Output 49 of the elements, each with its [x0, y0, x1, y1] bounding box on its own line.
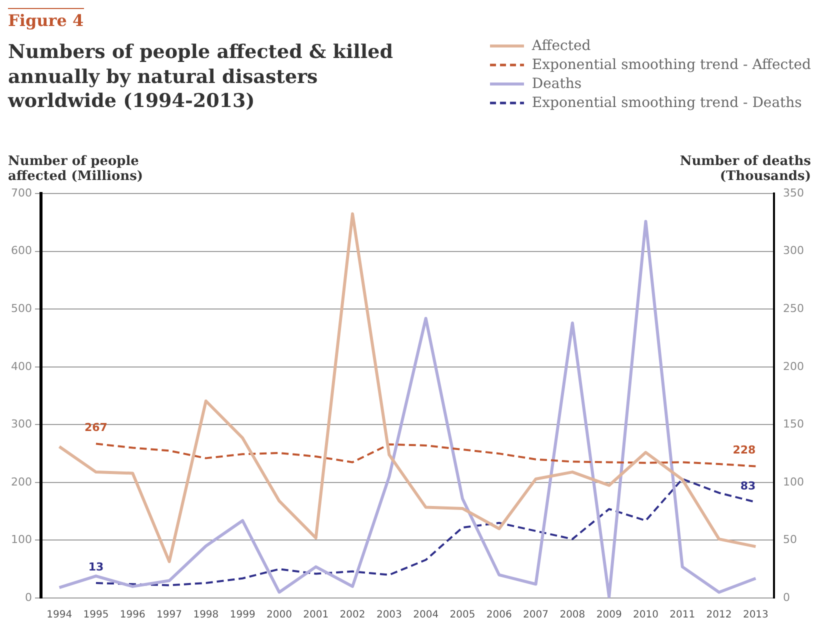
x-tick-label: 1997	[156, 610, 182, 621]
legend-label: Exponential smoothing trend - Deaths	[532, 95, 802, 111]
legend-label: Affected	[532, 38, 591, 54]
x-tick-label: 2000	[266, 610, 292, 621]
x-tick-label: 2002	[340, 610, 366, 621]
x-tick-label: 2001	[303, 610, 329, 621]
x-tick-label: 2005	[450, 610, 476, 621]
x-tick-label: 2009	[596, 610, 622, 621]
y-tick-label: 700	[10, 186, 32, 200]
y-tick-label: 500	[10, 302, 32, 316]
y2-tick-label: 300	[783, 244, 804, 258]
data-label: 13	[88, 560, 104, 574]
y2-tick-label: 0	[783, 590, 790, 604]
data-label: 228	[732, 444, 756, 457]
line-series	[94, 442, 757, 468]
y2-tick-label: 250	[783, 302, 804, 316]
data-label: 267	[84, 421, 108, 434]
x-tick-label: 1996	[120, 610, 146, 621]
x-tick-label: 2010	[633, 610, 658, 621]
y2-tick-label: 350	[783, 186, 804, 200]
y2-axis-title: Number of deaths (Thousands)	[678, 154, 811, 184]
y2-tick-label: 150	[783, 418, 804, 431]
y-tick-label: 300	[10, 418, 32, 431]
y2-tick-label: 100	[783, 475, 804, 488]
x-tick-label: 1995	[83, 610, 109, 621]
y-tick-label: 200	[10, 475, 32, 488]
y-tick-label: 100	[10, 533, 32, 546]
y-axis-title: Number of people affected (Millions)	[8, 154, 144, 184]
caption: Figure 4	[8, 8, 84, 30]
y-tick-label: 0	[24, 590, 32, 604]
x-tick-label: 2008	[560, 610, 586, 621]
x-tick-label: 2004	[413, 610, 439, 621]
x-tick-label: 2003	[376, 610, 402, 621]
x-tick-label: 2007	[523, 610, 549, 621]
legend-label: Exponential smoothing trend - Affected	[532, 57, 811, 73]
y2-tick-label: 50	[783, 533, 798, 546]
legend-label: Deaths	[532, 76, 582, 92]
chart-title: Numbers of people affected & killed annually by natural disasters worldwide (1994-2013)	[8, 40, 394, 114]
x-tick-label: 1999	[230, 610, 256, 621]
x-tick-label: 2011	[670, 610, 696, 621]
x-tick-label: 2013	[742, 610, 768, 621]
x-tick-label: 2012	[706, 610, 732, 621]
x-tick-label: 2006	[486, 610, 512, 621]
y2-tick-label: 200	[783, 360, 804, 373]
x-tick-label: 1994	[46, 610, 72, 621]
y-tick-label: 600	[10, 244, 32, 258]
y-tick-label: 400	[10, 360, 32, 373]
data-label: 83	[740, 480, 756, 493]
x-tick-label: 1998	[193, 610, 219, 621]
